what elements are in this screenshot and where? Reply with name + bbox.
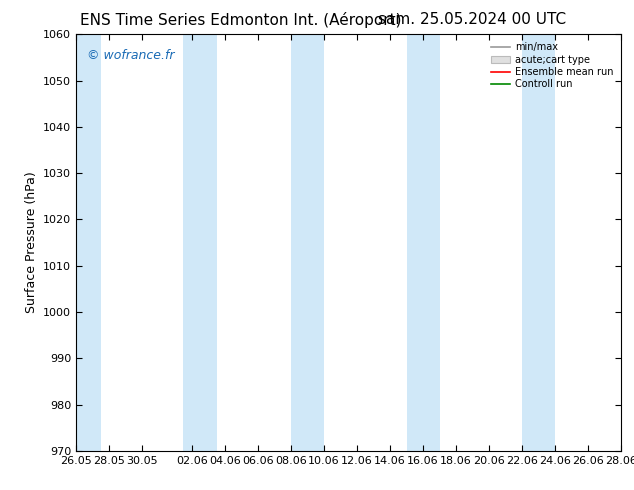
Text: © wofrance.fr: © wofrance.fr <box>87 49 174 62</box>
Bar <box>76 34 101 451</box>
Bar <box>522 34 555 451</box>
Text: ENS Time Series Edmonton Int. (Aéroport): ENS Time Series Edmonton Int. (Aéroport) <box>80 12 402 28</box>
Bar <box>406 34 439 451</box>
Y-axis label: Surface Pressure (hPa): Surface Pressure (hPa) <box>25 172 37 314</box>
Text: sam. 25.05.2024 00 UTC: sam. 25.05.2024 00 UTC <box>378 12 566 27</box>
Bar <box>291 34 324 451</box>
Bar <box>183 34 217 451</box>
Legend: min/max, acute;cart type, Ensemble mean run, Controll run: min/max, acute;cart type, Ensemble mean … <box>488 39 616 92</box>
